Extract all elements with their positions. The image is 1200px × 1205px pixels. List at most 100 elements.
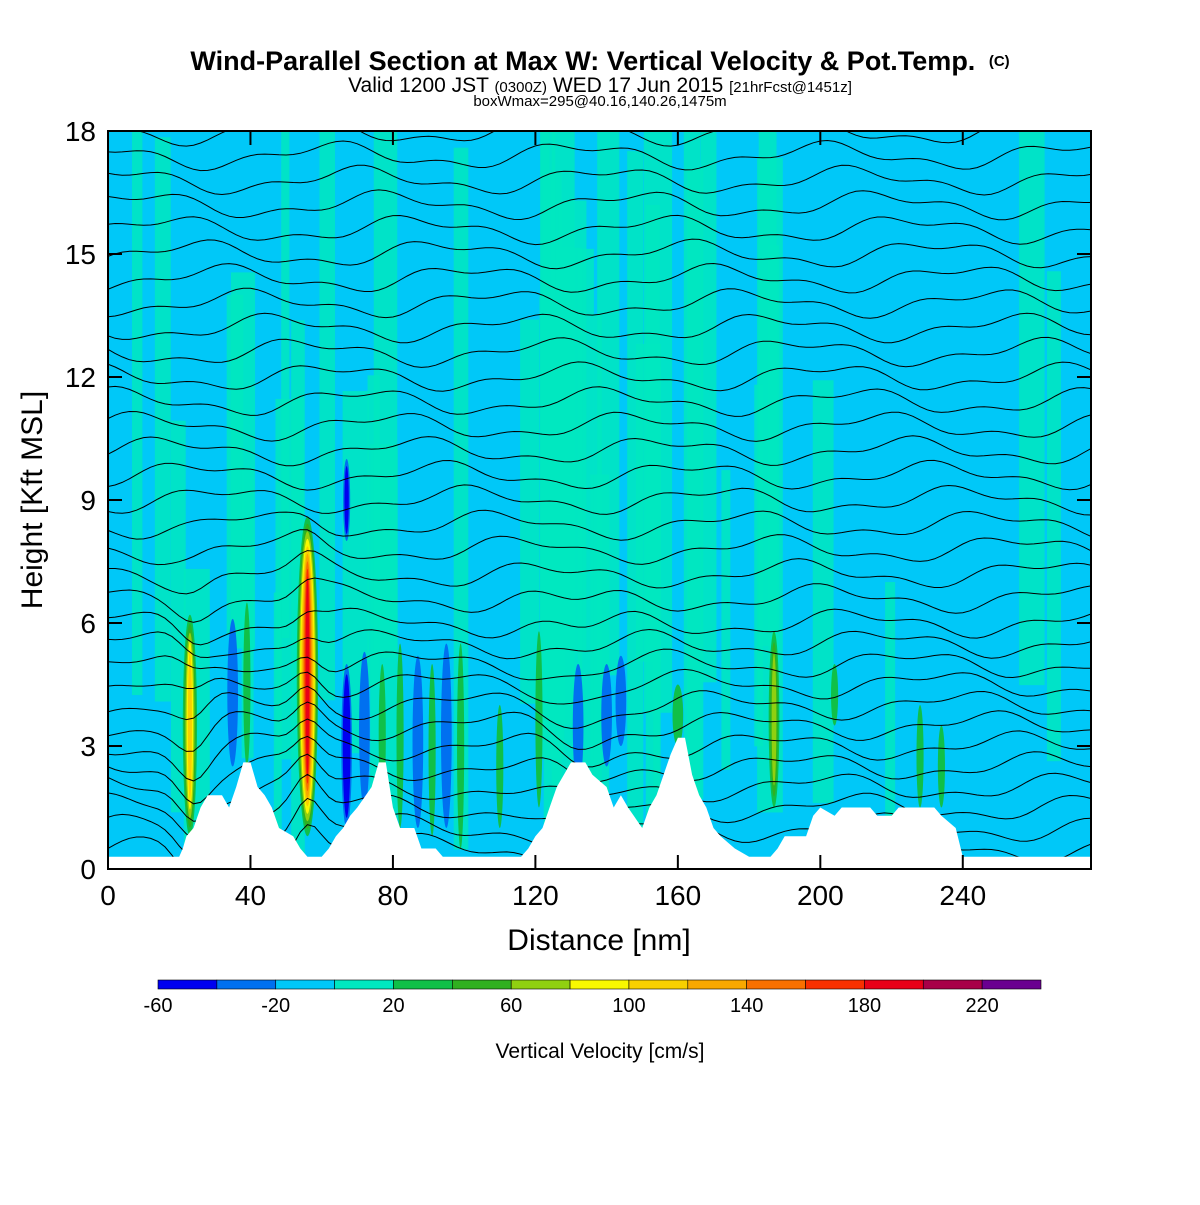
colorbar-swatch	[864, 979, 924, 990]
velocity-contour	[496, 705, 504, 828]
velocity-cell	[341, 664, 352, 828]
velocity-contour	[572, 664, 584, 787]
y-tick-label: 6	[80, 608, 96, 639]
velocity-contour	[937, 725, 945, 808]
theta-contour	[108, 336, 1091, 368]
theta-contour	[108, 139, 1091, 172]
colorbar-label: -60	[144, 995, 173, 1017]
colorbar-swatch	[452, 979, 512, 990]
background-band	[131, 131, 143, 696]
chart-title-main: Wind-Parallel Section at Max W: Vertical…	[190, 46, 975, 76]
chart-title-mark: (C)	[989, 53, 1010, 70]
theta-contour	[108, 529, 1091, 566]
subtitle-date: WED 17 Jun 2015	[553, 74, 723, 97]
velocity-cell	[672, 684, 684, 746]
velocity-contour	[831, 664, 839, 726]
x-tick-label: 80	[377, 880, 408, 911]
colorbar-swatch	[746, 979, 806, 990]
velocity-contour	[601, 664, 612, 767]
colorbar-swatch	[569, 979, 630, 990]
subtitle-valid: Valid 1200 JST	[348, 74, 489, 97]
terrain	[108, 737, 1091, 869]
theta-contour	[108, 550, 1091, 595]
subtitle-utc: (0300Z)	[494, 79, 547, 96]
x-tick-label: 40	[235, 880, 266, 911]
velocity-cell	[296, 516, 319, 837]
velocity-cell	[601, 664, 612, 767]
velocity-contour	[396, 643, 404, 828]
velocity-cell	[916, 705, 924, 808]
chart-subtitle: Valid 1200 JST (0300Z) WED 17 Jun 2015 […	[348, 74, 852, 97]
velocity-contour	[535, 631, 543, 808]
background-band	[683, 131, 701, 848]
theta-contour	[108, 701, 1091, 752]
theta-contour	[108, 685, 1091, 729]
y-tick-label: 0	[80, 854, 96, 885]
velocity-contour	[344, 466, 349, 534]
velocity-cell	[227, 618, 238, 767]
colorbar-label: 220	[965, 995, 998, 1017]
velocity-cell	[412, 655, 424, 829]
background-band	[171, 420, 186, 813]
colorbar-swatch	[510, 979, 571, 990]
x-tick-label: 160	[654, 880, 701, 911]
y-tick-label: 15	[65, 239, 96, 270]
theta-contour	[108, 164, 1091, 196]
colorbar-swatch	[981, 979, 1042, 990]
potential-temperature-contours	[108, 131, 1091, 869]
background-band	[700, 131, 717, 683]
theta-contour	[136, 131, 982, 147]
velocity-cell	[396, 643, 404, 828]
colorbar-swatch	[628, 979, 689, 990]
background-band	[721, 470, 731, 770]
background-band	[643, 131, 673, 713]
velocity-cell	[441, 643, 452, 828]
theta-contour	[108, 628, 1091, 660]
velocity-contour	[227, 618, 238, 767]
background-band	[520, 319, 539, 704]
theta-contour	[108, 385, 1091, 417]
velocity-cell	[182, 614, 198, 837]
velocity-contour	[305, 576, 310, 777]
chart-subtitle-line2: boxWmax=295@40.16,140.26,1475m	[473, 93, 726, 110]
colorbar-swatch	[393, 979, 453, 990]
plot-area	[108, 131, 1091, 869]
theta-contour	[108, 648, 1091, 681]
velocity-cell	[343, 459, 351, 541]
velocity-cell	[496, 705, 504, 828]
colorbar-label: 180	[848, 995, 881, 1017]
colorbar: -60 -20 20 60 100 140 180 220	[144, 979, 1042, 1017]
background-band	[154, 137, 171, 702]
y-tick-label: 18	[65, 116, 96, 147]
y-tick-label: 12	[65, 362, 96, 393]
theta-contour	[108, 189, 1091, 221]
background-band	[885, 582, 896, 829]
velocity-contour	[441, 643, 452, 828]
background-band	[627, 151, 644, 840]
colorbar-label: 100	[612, 995, 645, 1017]
background-band	[540, 131, 550, 630]
colorbar-swatch	[157, 979, 218, 990]
theta-contour	[108, 607, 1091, 646]
velocity-contour	[672, 684, 684, 746]
velocity-contour	[344, 684, 350, 808]
x-axis-title: Distance [nm]	[507, 924, 690, 957]
velocity-contour	[412, 655, 424, 829]
theta-contour	[108, 410, 1091, 442]
theta-contour	[108, 262, 1091, 294]
velocity-cell	[243, 602, 251, 767]
colorbar-swatch	[687, 979, 747, 990]
velocity-cell	[615, 655, 627, 747]
colorbar-swatch	[922, 979, 983, 990]
x-tick-label: 200	[797, 880, 844, 911]
y-tick-label: 9	[80, 485, 96, 516]
x-tick-label: 0	[100, 880, 116, 911]
velocity-contour	[615, 655, 627, 747]
background-band	[281, 131, 290, 638]
x-axis: 0 40 80 120 160 200 240	[100, 131, 986, 911]
subtitle-forecast: [21hrFcst@1451z]	[729, 79, 852, 96]
velocity-contour	[916, 705, 924, 808]
theta-contour	[108, 238, 1091, 270]
velocity-contour	[771, 653, 777, 786]
